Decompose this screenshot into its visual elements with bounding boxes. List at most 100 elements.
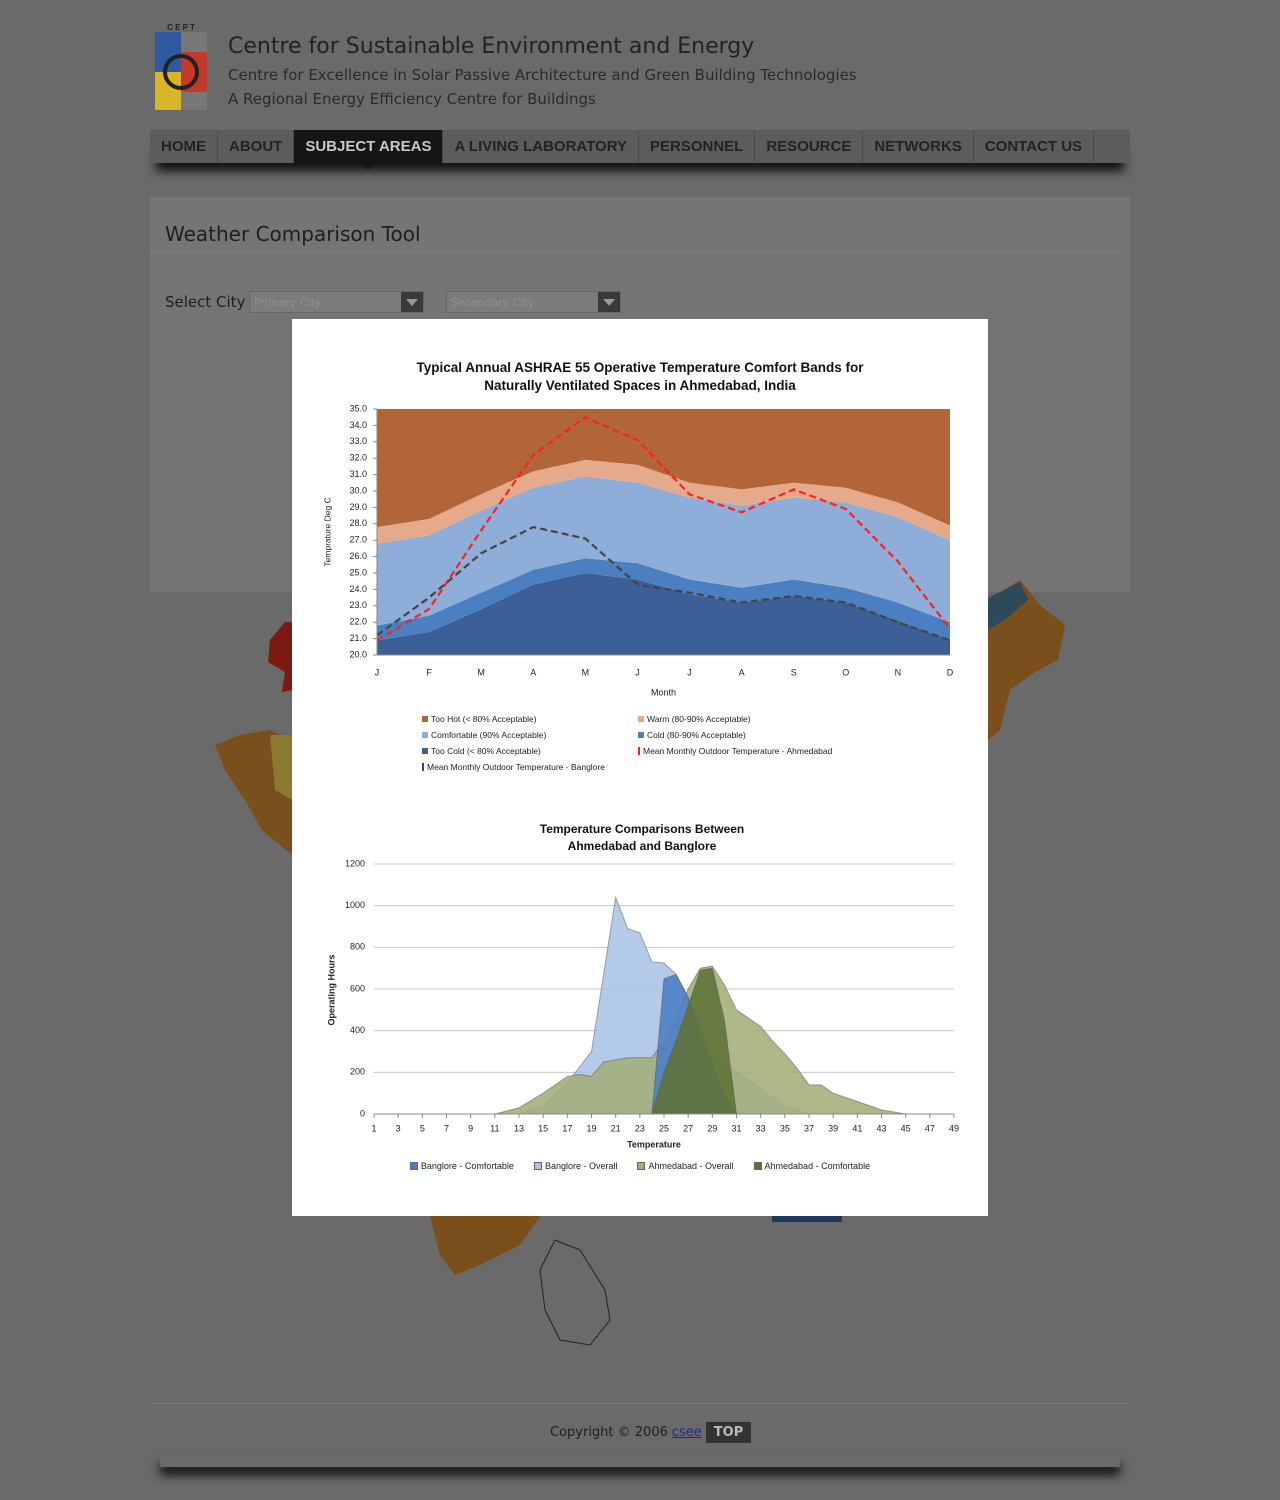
y-tick-label: 800 (350, 942, 365, 952)
legend-swatch (422, 732, 428, 738)
area-band (377, 558, 950, 641)
legend-label: Comfortable (90% Acceptable) (431, 730, 547, 740)
legend-label: Warm (80-90% Acceptable) (647, 714, 751, 724)
footer: Copyright © 2006 csee TOP (550, 1422, 752, 1443)
placeholder: Secondary City (451, 296, 535, 309)
y-tick-label: 23.0 (349, 600, 367, 610)
nav-item[interactable]: RESOURCE (755, 130, 864, 163)
nav-item[interactable]: CONTACT US (974, 130, 1095, 163)
nav-item[interactable]: HOME (150, 130, 218, 163)
legend-item: Ahmedabad - Overall (637, 1161, 734, 1171)
legend-label: Too Cold (< 80% Acceptable) (431, 746, 541, 756)
y-tick-label: 22.0 (349, 617, 367, 627)
x-tick-label: 5 (420, 1123, 425, 1133)
site-subtitle: Centre for Excellence in Solar Passive A… (228, 66, 857, 84)
nav-bar: HOME ABOUT SUBJECT AREAS A LIVING LABORATOR… (150, 130, 1130, 170)
x-tick-label: 23 (635, 1123, 645, 1133)
copyright: Copyright © 2006 (550, 1425, 668, 1440)
placeholder: Primary City (254, 296, 322, 309)
area-band (377, 459, 950, 544)
divider (150, 252, 1118, 253)
legend-swatch (638, 732, 644, 738)
legend-label: Banglore - Comfortable (420, 1161, 514, 1171)
y-tick-label: 27.0 (349, 535, 367, 545)
x-tick-label: 37 (804, 1123, 814, 1133)
x-tick-label: 27 (683, 1123, 693, 1133)
y-tick-label: 1200 (345, 858, 365, 868)
y-tick-label: 33.0 (349, 436, 367, 446)
x-tick-label: 43 (876, 1123, 886, 1133)
y-tick-label: 35.0 (349, 403, 367, 413)
map (215, 580, 1065, 1346)
y-tick-label: 200 (350, 1067, 365, 1077)
nav-item[interactable]: SUBJECT AREAS (294, 130, 444, 170)
x-tick-label: 29 (707, 1123, 717, 1133)
y-tick-label: 24.0 (349, 584, 367, 594)
legend-swatch (637, 1162, 646, 1170)
map-region (268, 622, 292, 692)
primary-city-select[interactable]: Primary City (249, 291, 424, 313)
x-tick-label: 1 (371, 1123, 376, 1133)
x-axis-label: Month (651, 687, 676, 697)
page-shadow (160, 1455, 1120, 1467)
y-tick-label: 32.0 (349, 453, 367, 463)
secondary-city-select[interactable]: Secondary City (446, 291, 621, 313)
x-tick-label: N (895, 667, 902, 677)
y-tick-label: 0 (360, 1108, 365, 1118)
legend-label: Banglore - Overall (544, 1161, 618, 1171)
x-tick-label: 49 (949, 1123, 959, 1133)
x-tick-label: 19 (586, 1123, 596, 1133)
chart-title: Typical Annual ASHRAE 55 Operative Tempe… (416, 360, 864, 393)
x-tick-label: A (530, 667, 536, 677)
area-band (377, 573, 950, 655)
x-axis-label: Temperature (627, 1139, 681, 1149)
footer-link[interactable]: csee (671, 1425, 702, 1440)
area-band (377, 476, 950, 626)
x-tick-label: D (947, 667, 954, 677)
legend-item: Banglore - Comfortable (409, 1161, 514, 1171)
x-tick-label: 39 (828, 1123, 838, 1133)
x-tick-label: 11 (490, 1123, 499, 1133)
legend-item: Mean Monthly Outdoor Temperature - Bangl… (422, 762, 638, 772)
x-tick-label: 3 (396, 1123, 401, 1133)
top-button[interactable]: TOP (705, 1422, 752, 1443)
logo-block (181, 52, 207, 92)
x-tick-label: M (477, 667, 485, 677)
legend-swatch (638, 747, 640, 755)
map-region (988, 580, 1065, 740)
x-tick-label: 9 (468, 1123, 473, 1133)
y-tick-label: 20.0 (349, 649, 367, 659)
y-tick-label: 28.0 (349, 518, 367, 528)
legend-swatch (753, 1162, 762, 1170)
map-region (270, 735, 292, 800)
x-tick-label: M (582, 667, 590, 677)
map-outline (539, 1239, 611, 1346)
y-tick-label: 400 (350, 1025, 365, 1035)
x-tick-label: 33 (756, 1123, 766, 1133)
legend-swatch (533, 1162, 542, 1170)
logo-mark (163, 54, 199, 90)
chart-title: Temperature Comparisons Between Ahmedaba… (539, 822, 745, 853)
legend-swatch (422, 748, 428, 754)
x-tick-label: 25 (659, 1123, 669, 1133)
nav-item[interactable]: PERSONNEL (639, 130, 756, 163)
site-title: Centre for Sustainable Environment and E… (228, 34, 755, 59)
y-tick-label: 1000 (345, 900, 365, 910)
y-tick-label: 29.0 (349, 502, 367, 512)
x-tick-label: 17 (562, 1123, 572, 1133)
nav-item[interactable]: ABOUT (218, 130, 295, 163)
y-tick-label: 34.0 (349, 420, 367, 430)
x-tick-label: S (791, 667, 797, 677)
x-tick-label: 31 (731, 1123, 741, 1133)
area-series (651, 967, 738, 1115)
legend-label: Cold (80-90% Acceptable) (647, 730, 746, 740)
legend-label: Mean Monthly Outdoor Temperature - Ahmed… (643, 746, 833, 756)
nav-item[interactable]: NETWORKS (863, 130, 974, 163)
legend-swatch (409, 1162, 418, 1170)
y-tick-label: 31.0 (349, 469, 367, 479)
legend-item: Too Hot (< 80% Acceptable) (422, 714, 638, 724)
nav-item[interactable]: A LIVING LABORATORY (443, 130, 639, 163)
legend: Banglore - Comfortable Banglore - Overall… (292, 1161, 988, 1171)
legend-item: Banglore - Overall (533, 1161, 618, 1171)
